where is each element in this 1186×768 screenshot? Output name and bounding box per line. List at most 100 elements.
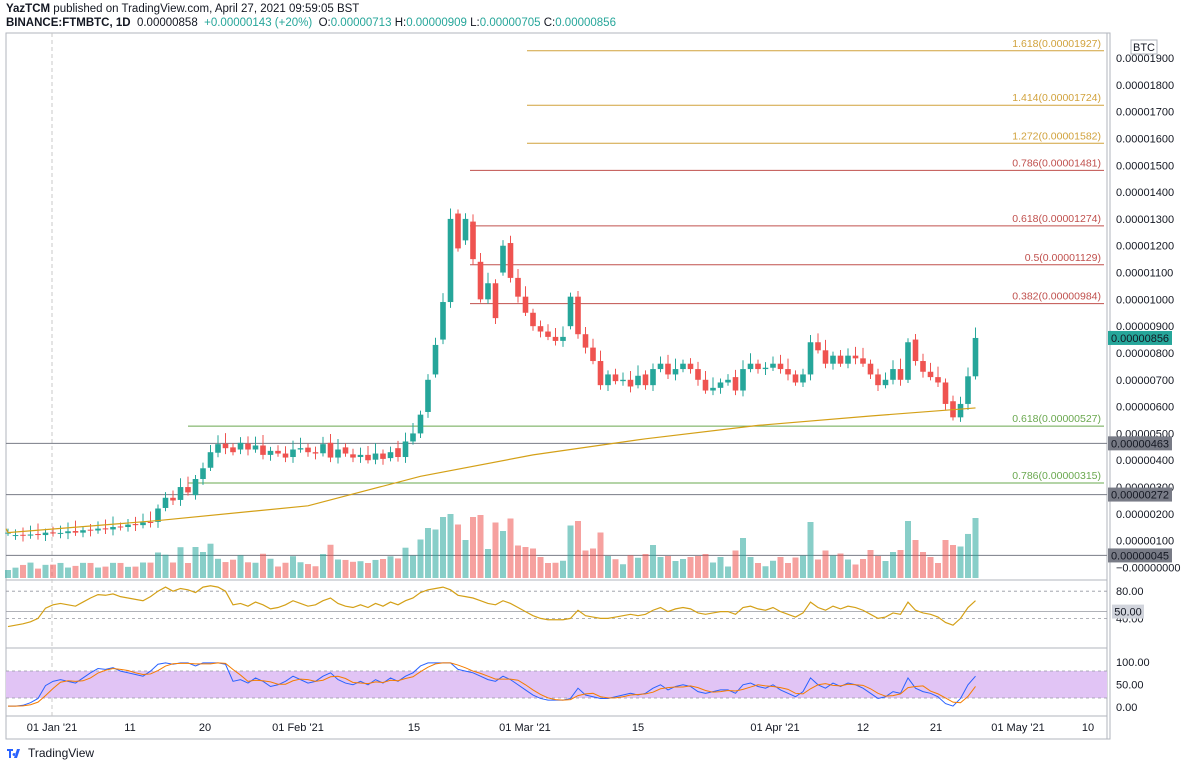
- candle-body: [770, 363, 776, 368]
- candle-body: [447, 218, 454, 303]
- candle-body: [657, 363, 664, 370]
- volume-bar: [350, 561, 356, 578]
- candle-body: [575, 296, 581, 335]
- candle-body: [492, 283, 499, 319]
- volume-bar: [912, 540, 919, 578]
- candle-body: [140, 522, 146, 526]
- candle-body: [260, 445, 266, 455]
- low-value: 0.00000705: [479, 17, 541, 29]
- candle-body: [597, 361, 604, 386]
- candle-body: [365, 454, 371, 461]
- candle-body: [627, 379, 634, 387]
- volume-bar: [417, 539, 424, 578]
- candle-body: [912, 339, 919, 362]
- candle-body: [612, 374, 619, 382]
- volume-bar: [710, 562, 716, 578]
- candle-body: [845, 355, 851, 364]
- volume-bar: [950, 545, 956, 578]
- close-label: C:: [543, 17, 556, 29]
- candle-body: [95, 528, 101, 531]
- candle-body: [65, 531, 71, 534]
- candle-body: [57, 532, 64, 534]
- candle-body: [327, 442, 334, 458]
- volume-bar: [380, 559, 386, 578]
- symbol-label[interactable]: BINANCE:FTMBTC, 1D: [6, 17, 131, 29]
- volume-bar: [882, 561, 889, 578]
- volume-bar: [252, 562, 259, 578]
- publisher-name[interactable]: YazTCM: [6, 3, 51, 15]
- volume-bar: [605, 556, 611, 578]
- candle-body: [357, 454, 364, 458]
- candle-body: [777, 363, 784, 370]
- volume-bar: [762, 566, 769, 578]
- volume-bar: [132, 566, 139, 578]
- candle-body: [282, 453, 289, 458]
- volume-bar: [575, 521, 581, 578]
- price-tick-label: 0.00001600: [1116, 133, 1174, 145]
- price-tick-label: 0.00001300: [1116, 214, 1174, 226]
- volume-bar: [582, 550, 589, 578]
- low-label: L:: [470, 17, 480, 29]
- candle-body: [42, 532, 49, 536]
- volume-bar: [657, 557, 664, 578]
- tradingview-logo-icon[interactable]: [6, 747, 24, 759]
- candle-body: [687, 363, 694, 370]
- volume-bar: [342, 559, 349, 578]
- rsi-badge-label: 50.00: [1114, 607, 1142, 619]
- candle-body: [192, 479, 199, 496]
- volume-bar: [320, 554, 326, 578]
- volume-bar: [387, 556, 394, 578]
- volume-bar: [650, 545, 656, 578]
- candle-body: [20, 534, 26, 536]
- brand-name[interactable]: TradingView: [28, 746, 95, 760]
- candle-body: [755, 363, 761, 370]
- volume-bar: [897, 550, 904, 578]
- candle-body: [170, 497, 176, 501]
- time-axis[interactable]: 01 Jan '21 11 20 01 Feb '21 15 01 Mar '21 15 01…: [27, 722, 1094, 734]
- candle-body: [747, 363, 754, 370]
- volume-bar: [597, 532, 604, 578]
- candle-body: [867, 363, 874, 375]
- volume-bar: [545, 563, 551, 578]
- fib-label: 0.618(0.00001274): [1012, 213, 1101, 225]
- volume-bar: [147, 562, 154, 578]
- candle-body: [500, 245, 506, 273]
- candle-body: [837, 355, 844, 364]
- volume-bar: [5, 570, 11, 578]
- fib-label: 1.272(0.00001582): [1012, 130, 1101, 142]
- stoch-band: [6, 671, 1107, 698]
- rsi-tick-label: 80.00: [1116, 586, 1144, 598]
- chart-frame: [5, 32, 1111, 740]
- time-tick-label: 01 Apr '21: [750, 722, 799, 734]
- price-tick-label: 0.00001400: [1116, 187, 1174, 199]
- candle-body: [935, 377, 941, 383]
- candle-body: [785, 369, 791, 375]
- volume-bar: [335, 559, 341, 578]
- volume-bar: [80, 562, 86, 578]
- time-tick-label: 15: [408, 722, 420, 734]
- volume-bar: [905, 521, 911, 578]
- volume-bar: [552, 562, 559, 578]
- candle-body: [297, 448, 304, 450]
- candle-body: [567, 296, 574, 327]
- candle-body: [147, 521, 154, 523]
- candle-body: [477, 261, 484, 300]
- candle-body: [710, 387, 716, 391]
- candle-body: [530, 312, 536, 327]
- fib-label: 0.382(0.00000984): [1012, 291, 1101, 303]
- volume-bar: [65, 567, 71, 578]
- volume-bar: [755, 563, 761, 578]
- fib-label: 1.618(0.00001927): [1012, 38, 1101, 50]
- volume-bar: [822, 550, 829, 578]
- volume-bar: [125, 566, 131, 578]
- candle-body: [965, 376, 971, 404]
- candle-body: [237, 442, 244, 450]
- candle-body: [432, 344, 439, 375]
- volume-bar: [117, 562, 124, 578]
- volume-bar: [237, 555, 244, 578]
- candle-body: [117, 526, 124, 528]
- volume-bar: [695, 556, 701, 578]
- close-value: 0.00000856: [555, 17, 616, 29]
